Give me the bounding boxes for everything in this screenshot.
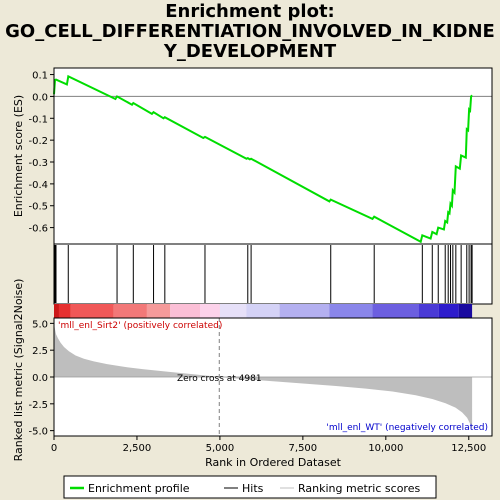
- metric-ytick-label: -2.5: [28, 400, 48, 411]
- colorbar-segment: [58, 304, 71, 318]
- legend-box: [63, 475, 437, 499]
- metric-ytick-label: 2.5: [32, 346, 48, 357]
- xlabel: Rank in Ordered Dataset: [205, 456, 342, 469]
- metric-plot-border: [53, 317, 493, 437]
- colorbar-segment: [419, 304, 439, 318]
- colorbar-segment: [146, 304, 171, 318]
- es-ytick-label: 0.1: [32, 71, 48, 82]
- zero-cross-label: Zero cross at 4981: [177, 374, 262, 384]
- es-panel: 0.1 0.0 -0.1 -0.2 -0.3 -0.4 -0.5 -0.6Enrichment…: [12, 67, 493, 245]
- rank-colorbar: [54, 304, 473, 318]
- metric-panel: Zero cross at 4981 'mll_enl_Sirt2' (posit…: [12, 279, 493, 469]
- colorbar-segment: [438, 304, 459, 318]
- colorbar-segment: [372, 304, 419, 318]
- hits-area: [53, 243, 493, 305]
- es-ytick-label: -0.4: [28, 180, 48, 191]
- es-ytick-label: -0.2: [28, 136, 48, 147]
- es-ylabel: Enrichment score (ES): [12, 95, 25, 217]
- colorbar-segment: [170, 304, 200, 318]
- es-ytick-label: -0.5: [28, 202, 48, 213]
- colorbar-segment: [329, 304, 373, 318]
- es-ytick-label: -0.3: [28, 158, 48, 169]
- title-line-2: GO_CELL_DIFFERENTIATION_INVOLVED_IN_KIDN…: [5, 21, 495, 42]
- es-curve: [53, 74, 473, 244]
- metric-ytick-label: 5.0: [32, 319, 48, 330]
- metric-ylabel: Ranked list metric (Signal2Noise): [12, 279, 25, 462]
- legend-label: Enrichment profile: [88, 482, 190, 495]
- es-ytick-label: -0.6: [28, 224, 48, 235]
- legend-label: Hits: [242, 482, 264, 495]
- metric-ytick-label: 0.0: [32, 373, 48, 384]
- xtick-label: 0: [51, 443, 57, 454]
- colorbar-segment: [70, 304, 114, 318]
- hits-panel: [53, 243, 493, 305]
- es-plot-area: [54, 68, 492, 244]
- chart-title: Enrichment plot: GO_CELL_DIFFERENTIATION…: [0, 2, 500, 62]
- colorbar-segment: [246, 304, 280, 318]
- colorbar-segment: [200, 304, 220, 318]
- xtick-label: 2,500: [123, 443, 152, 454]
- title-line-3: Y_DEVELOPMENT: [163, 41, 337, 62]
- metric-ytick-label: -5.0: [28, 427, 48, 438]
- title-line-1: Enrichment plot:: [165, 1, 335, 22]
- colorbar-segment: [54, 304, 59, 318]
- negative-label: 'mll_enl_WT' (negatively correlated): [326, 423, 488, 433]
- colorbar-segment: [458, 304, 473, 318]
- legend: Enrichment profile Hits Ranking metric sco…: [63, 475, 437, 499]
- xtick-label: 10,000: [368, 443, 403, 454]
- es-ytick-label: 0.0: [32, 92, 48, 103]
- positive-label: 'mll_enl_Sirt2' (positively correlated): [58, 321, 222, 331]
- es-ytick-label: -0.1: [28, 114, 48, 125]
- xtick-label: 12,500: [451, 443, 486, 454]
- legend-label: Ranking metric scores: [298, 482, 420, 495]
- xtick-label: 5,000: [206, 443, 235, 454]
- colorbar-segment: [279, 304, 330, 318]
- xtick-label: 7,500: [289, 443, 318, 454]
- metric-area: [54, 322, 473, 431]
- colorbar-segment: [113, 304, 147, 318]
- colorbar-segment: [219, 304, 247, 318]
